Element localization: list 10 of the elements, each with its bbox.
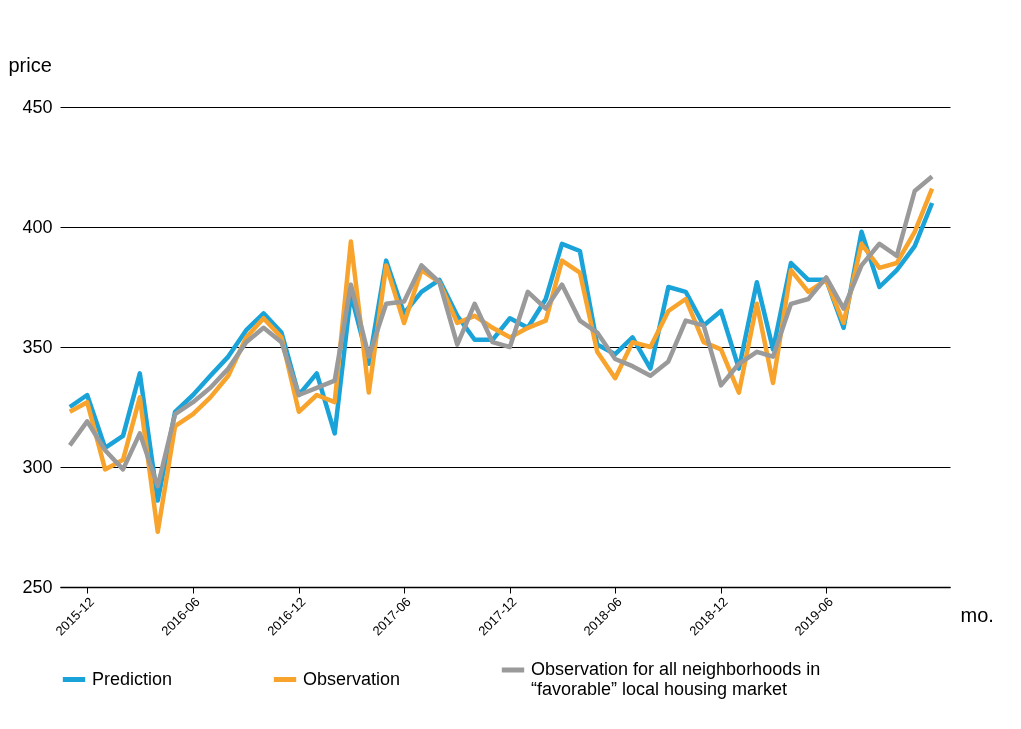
y-tick-label: 400 <box>22 216 53 237</box>
legend-label: Observation <box>303 668 401 689</box>
y-tick-label: 250 <box>22 576 53 597</box>
y-tick-label: 300 <box>22 456 53 477</box>
legend-label: Prediction <box>92 668 173 689</box>
y-tick-label: 450 <box>22 96 53 117</box>
legend-label: Observation for all neighborhoods in “favorable” local housing market <box>531 659 821 699</box>
y-tick-label: 350 <box>22 336 53 357</box>
x-axis-title: mo. <box>960 603 994 626</box>
y-axis-title: price <box>8 53 52 76</box>
